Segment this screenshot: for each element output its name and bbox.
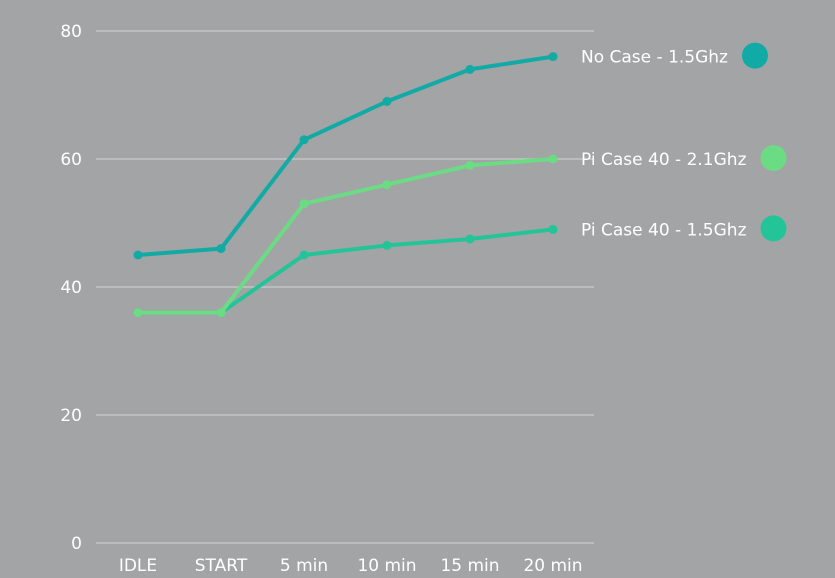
legend-item: No Case - 1.5Ghz (581, 42, 768, 69)
y-tick-label: 20 (60, 406, 82, 426)
series-line (136, 54, 555, 257)
data-point (548, 154, 558, 164)
x-tick-label: 10 min (357, 556, 416, 576)
legend-swatch (760, 215, 787, 242)
y-tick-label: 60 (60, 150, 82, 170)
data-point (133, 250, 143, 260)
y-axis-ticks: 0 20 40 60 80 (60, 22, 82, 554)
x-tick-label: 20 min (523, 556, 582, 576)
legend-item: Pi Case 40 - 1.5Ghz (581, 215, 787, 242)
series-line (136, 157, 555, 315)
gridlines (96, 30, 594, 544)
data-point (465, 160, 475, 170)
legend-item: Pi Case 40 - 2.1Ghz (581, 145, 787, 171)
x-axis-ticks: IDLE START 5 min 10 min 15 min 20 min (119, 556, 583, 576)
data-point (548, 52, 558, 62)
data-point (299, 250, 309, 260)
data-point (299, 135, 309, 145)
series-no-case-1-5ghz (133, 52, 558, 260)
legend: No Case - 1.5Ghz Pi Case 40 - 2.1Ghz Pi Ca… (581, 42, 787, 242)
data-point (548, 224, 558, 234)
series-line (136, 227, 555, 315)
legend-swatch (760, 145, 787, 171)
legend-label: Pi Case 40 - 2.1Ghz (581, 150, 747, 170)
y-tick-label: 40 (60, 278, 82, 298)
data-point (133, 308, 143, 318)
series-lines (133, 52, 558, 318)
data-point (465, 64, 475, 74)
x-tick-label: START (195, 556, 248, 576)
x-tick-label: 5 min (280, 556, 328, 576)
legend-swatch (741, 42, 768, 69)
data-point (216, 244, 226, 254)
x-tick-label: IDLE (119, 556, 157, 576)
data-point (382, 180, 392, 190)
y-tick-label: 80 (60, 22, 82, 42)
legend-label: Pi Case 40 - 1.5Ghz (581, 220, 747, 240)
series-pi-case-40-1-5ghz (133, 224, 558, 318)
data-point (382, 96, 392, 106)
data-point (299, 199, 309, 209)
y-tick-label: 0 (71, 534, 82, 554)
x-tick-label: 15 min (440, 556, 499, 576)
data-point (382, 240, 392, 250)
data-point (465, 234, 475, 244)
series-pi-case-40-2-1ghz (133, 154, 558, 318)
legend-label: No Case - 1.5Ghz (581, 48, 728, 68)
data-point (216, 308, 226, 318)
